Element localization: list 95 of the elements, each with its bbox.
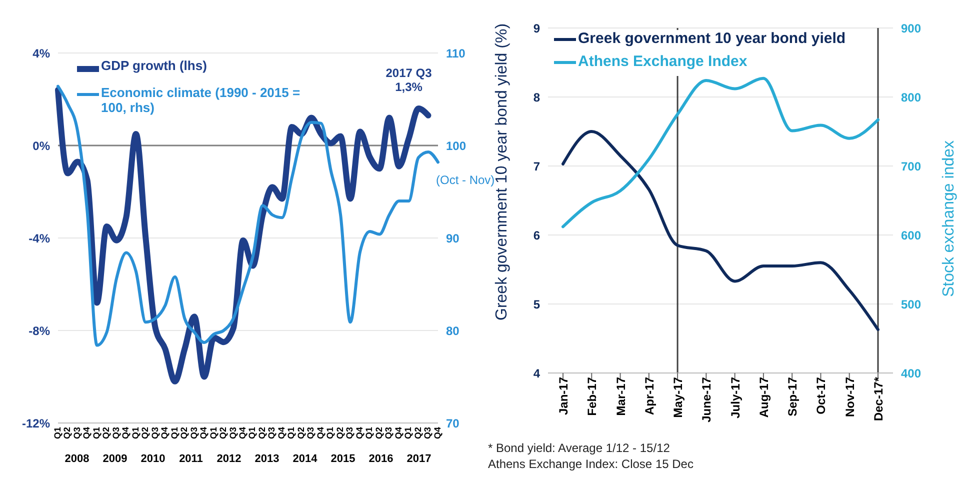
y-tick-label: 4% xyxy=(32,46,50,60)
x-tick-label: Q2 xyxy=(62,427,72,440)
x-tick-label: Dec-17* xyxy=(872,376,886,422)
x-tick-label: Q4 xyxy=(120,427,131,440)
text: 2010 xyxy=(140,453,166,465)
x-tick-label: Q1 xyxy=(91,427,102,440)
x-tick-label: Q3 xyxy=(150,427,160,440)
x-tick-label: Nov-17 xyxy=(842,376,857,418)
x-tick-label: Q2 xyxy=(179,427,190,440)
x-tick-label: Q1 xyxy=(364,427,374,440)
annotation: 2017 Q3 1,3% xyxy=(384,66,433,94)
text: 2015 xyxy=(330,453,356,465)
x-tick-label: May-17 xyxy=(671,376,686,418)
legend-label: Athens Exchange Index xyxy=(578,53,748,70)
y-tick-label: 7 xyxy=(533,159,540,174)
x-tick-label: Q2 xyxy=(296,427,306,440)
x-tick-label: Q3 xyxy=(72,427,82,440)
x-tick-label: Q2 xyxy=(257,427,268,440)
y-tick-label: -4% xyxy=(28,231,50,246)
x-tick-label: Q3 xyxy=(306,427,316,440)
x-tick-label: Q2 xyxy=(218,427,228,440)
x-tick-label: Mar-17 xyxy=(614,376,628,416)
x-tick-label: Q4 xyxy=(160,427,170,440)
y-tick-label: 8 xyxy=(533,90,540,104)
y2-tick-label: 900 xyxy=(901,21,922,36)
y2-tick-label: 100 xyxy=(446,138,466,153)
x-tick-label: Q4 xyxy=(315,427,326,440)
x-tick-label: Q4 xyxy=(432,427,442,440)
y2-tick-label: 700 xyxy=(901,159,922,174)
x-tick-label: Q3 xyxy=(188,427,199,440)
x-tick-label: Aug-17 xyxy=(756,376,771,418)
y-axis-title: Greek government 10 year bond yield (%) xyxy=(494,23,511,320)
x-tick-label: Q1 xyxy=(286,427,296,440)
y-tick-label: -8% xyxy=(28,324,50,338)
y2-tick-label: 110 xyxy=(446,46,466,60)
y-tick-label: 4 xyxy=(533,366,540,380)
x-tick-label: Q1 xyxy=(247,427,258,440)
y-tick-label: 0% xyxy=(32,138,50,153)
y2-tick-label: 400 xyxy=(901,366,922,380)
x-tick-label: Q3 xyxy=(266,427,277,440)
x-tick-label: July-17 xyxy=(728,376,742,418)
text: 2012 xyxy=(216,453,242,465)
x-tick-label: Q3 xyxy=(228,427,238,440)
x-tick-label: Q1 xyxy=(169,427,180,440)
y-tick-label: 9 xyxy=(533,21,540,36)
x-tick-label: Sep-17 xyxy=(786,376,800,416)
line-series xyxy=(562,130,880,332)
x-tick-label: Q4 xyxy=(82,427,92,440)
x-tick-label: Q1 xyxy=(130,427,140,440)
text: 2017 xyxy=(406,453,432,465)
y-tick-label: -12% xyxy=(22,416,50,430)
text: 2008 xyxy=(64,453,90,465)
y-tick-label: 5 xyxy=(533,297,540,312)
x-tick-label: Jan-17 xyxy=(556,376,571,416)
x-tick-label: Q2 xyxy=(334,427,345,440)
x-tick-label: Q3 xyxy=(110,427,121,440)
x-tick-label: Q2 xyxy=(412,427,423,440)
legend-label: Greek government 10 year bond yield xyxy=(578,30,846,47)
text: 2011 xyxy=(178,453,204,465)
annotation: (Oct - Nov) xyxy=(436,173,495,188)
y2-tick-label: 500 xyxy=(901,297,922,312)
x-tick-label: Q4 xyxy=(238,427,248,440)
y2-tick-label: 600 xyxy=(901,228,922,242)
text: 2013 xyxy=(254,453,280,465)
x-tick-label: Q4 xyxy=(276,427,286,440)
x-tick-label: Q3 xyxy=(422,427,433,440)
x-tick-label: Q1 xyxy=(325,427,336,440)
x-tick-label: Q2 xyxy=(374,427,384,440)
x-tick-label: Apr-17 xyxy=(642,376,656,416)
x-tick-label: Q4 xyxy=(198,427,209,440)
text: 2009 xyxy=(102,453,128,465)
x-tick-label: Q4 xyxy=(393,427,404,440)
x-tick-label: Q1 xyxy=(52,427,62,440)
x-tick-label: Q3 xyxy=(344,427,355,440)
x-tick-label: Q2 xyxy=(140,427,150,440)
y2-tick-label: 70 xyxy=(446,416,460,430)
x-tick-label: June-17 xyxy=(700,376,714,422)
text: 2016 xyxy=(368,453,394,465)
line-series xyxy=(562,76,880,228)
text: * Bond yield: Average 1/12 - 15/12 Athens Exchange Index: Close 15 Dec xyxy=(488,440,694,472)
y2-tick-label: 800 xyxy=(901,90,922,104)
y2-tick-label: 90 xyxy=(446,231,460,246)
x-tick-label: Q4 xyxy=(354,427,364,440)
x-tick-label: Q1 xyxy=(403,427,414,440)
x-tick-label: Q3 xyxy=(384,427,394,440)
y-tick-label: 6 xyxy=(533,228,540,242)
x-tick-label: Q1 xyxy=(208,427,218,440)
text: 2014 xyxy=(292,453,318,465)
legend-label: GDP growth (lhs) xyxy=(101,58,207,73)
legend-label: Economic climate (1990 - 2015 = 100, rhs) xyxy=(101,85,302,115)
y2-axis-title: Stock exchange index xyxy=(940,140,958,298)
x-tick-label: Q2 xyxy=(101,427,112,440)
x-tick-label: Oct-17 xyxy=(814,376,828,414)
y2-tick-label: 80 xyxy=(446,324,460,338)
x-tick-label: Feb-17 xyxy=(585,376,600,416)
